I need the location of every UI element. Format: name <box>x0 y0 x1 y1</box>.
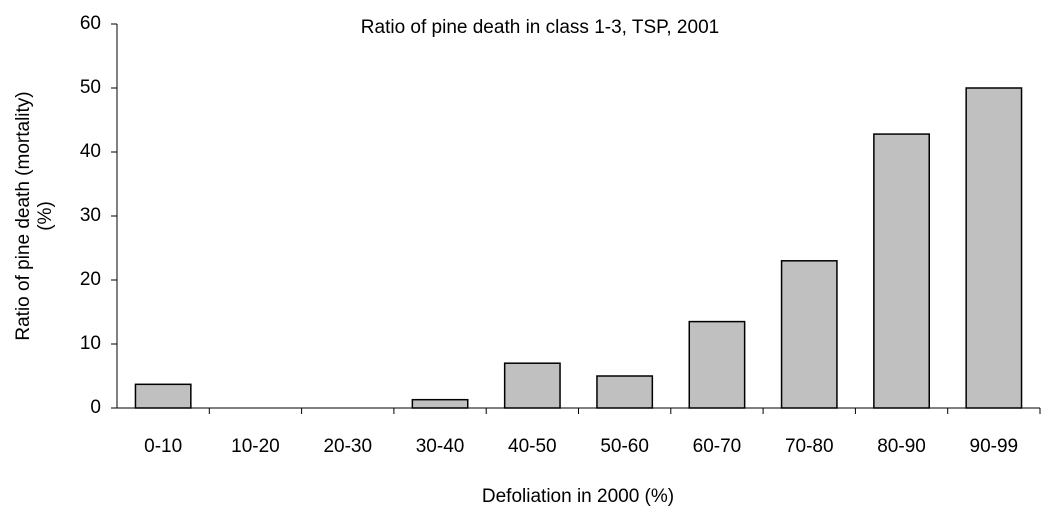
chart-title: Ratio of pine death in class 1-3, TSP, 2… <box>361 17 719 38</box>
x-tick-label: 30-40 <box>416 436 465 457</box>
bar <box>134 383 192 409</box>
x-tick-label: 60-70 <box>693 436 742 457</box>
y-tick-label: 40 <box>80 141 101 162</box>
bar <box>596 375 654 409</box>
x-tick-label: 50-60 <box>600 436 649 457</box>
bar <box>411 398 469 409</box>
x-tick-label: 10-20 <box>231 436 280 457</box>
y-tick-label: 0 <box>90 397 101 418</box>
y-tick-label: 30 <box>80 205 101 226</box>
y-tick-label: 10 <box>80 333 101 354</box>
y-tick-label: 50 <box>80 77 101 98</box>
x-tick-label: 0-10 <box>144 436 182 457</box>
x-tick-label: 40-50 <box>508 436 557 457</box>
bar <box>503 362 561 409</box>
y-tick-label: 20 <box>80 269 101 290</box>
x-tick-label: 20-30 <box>323 436 372 457</box>
bar <box>688 320 746 409</box>
x-tick-label: 70-80 <box>785 436 834 457</box>
y-tick-label: 60 <box>80 13 101 34</box>
x-tick-label: 90-99 <box>970 436 1019 457</box>
bar <box>780 260 838 409</box>
bar <box>873 133 930 409</box>
x-axis-label: Defoliation in 2000 (%) <box>482 486 674 507</box>
bar <box>965 87 1023 409</box>
x-tick-label: 80-90 <box>877 436 926 457</box>
y-axis-label: Ratio of pine death (mortality) <box>13 91 34 340</box>
y-axis-label: (%) <box>35 201 56 231</box>
